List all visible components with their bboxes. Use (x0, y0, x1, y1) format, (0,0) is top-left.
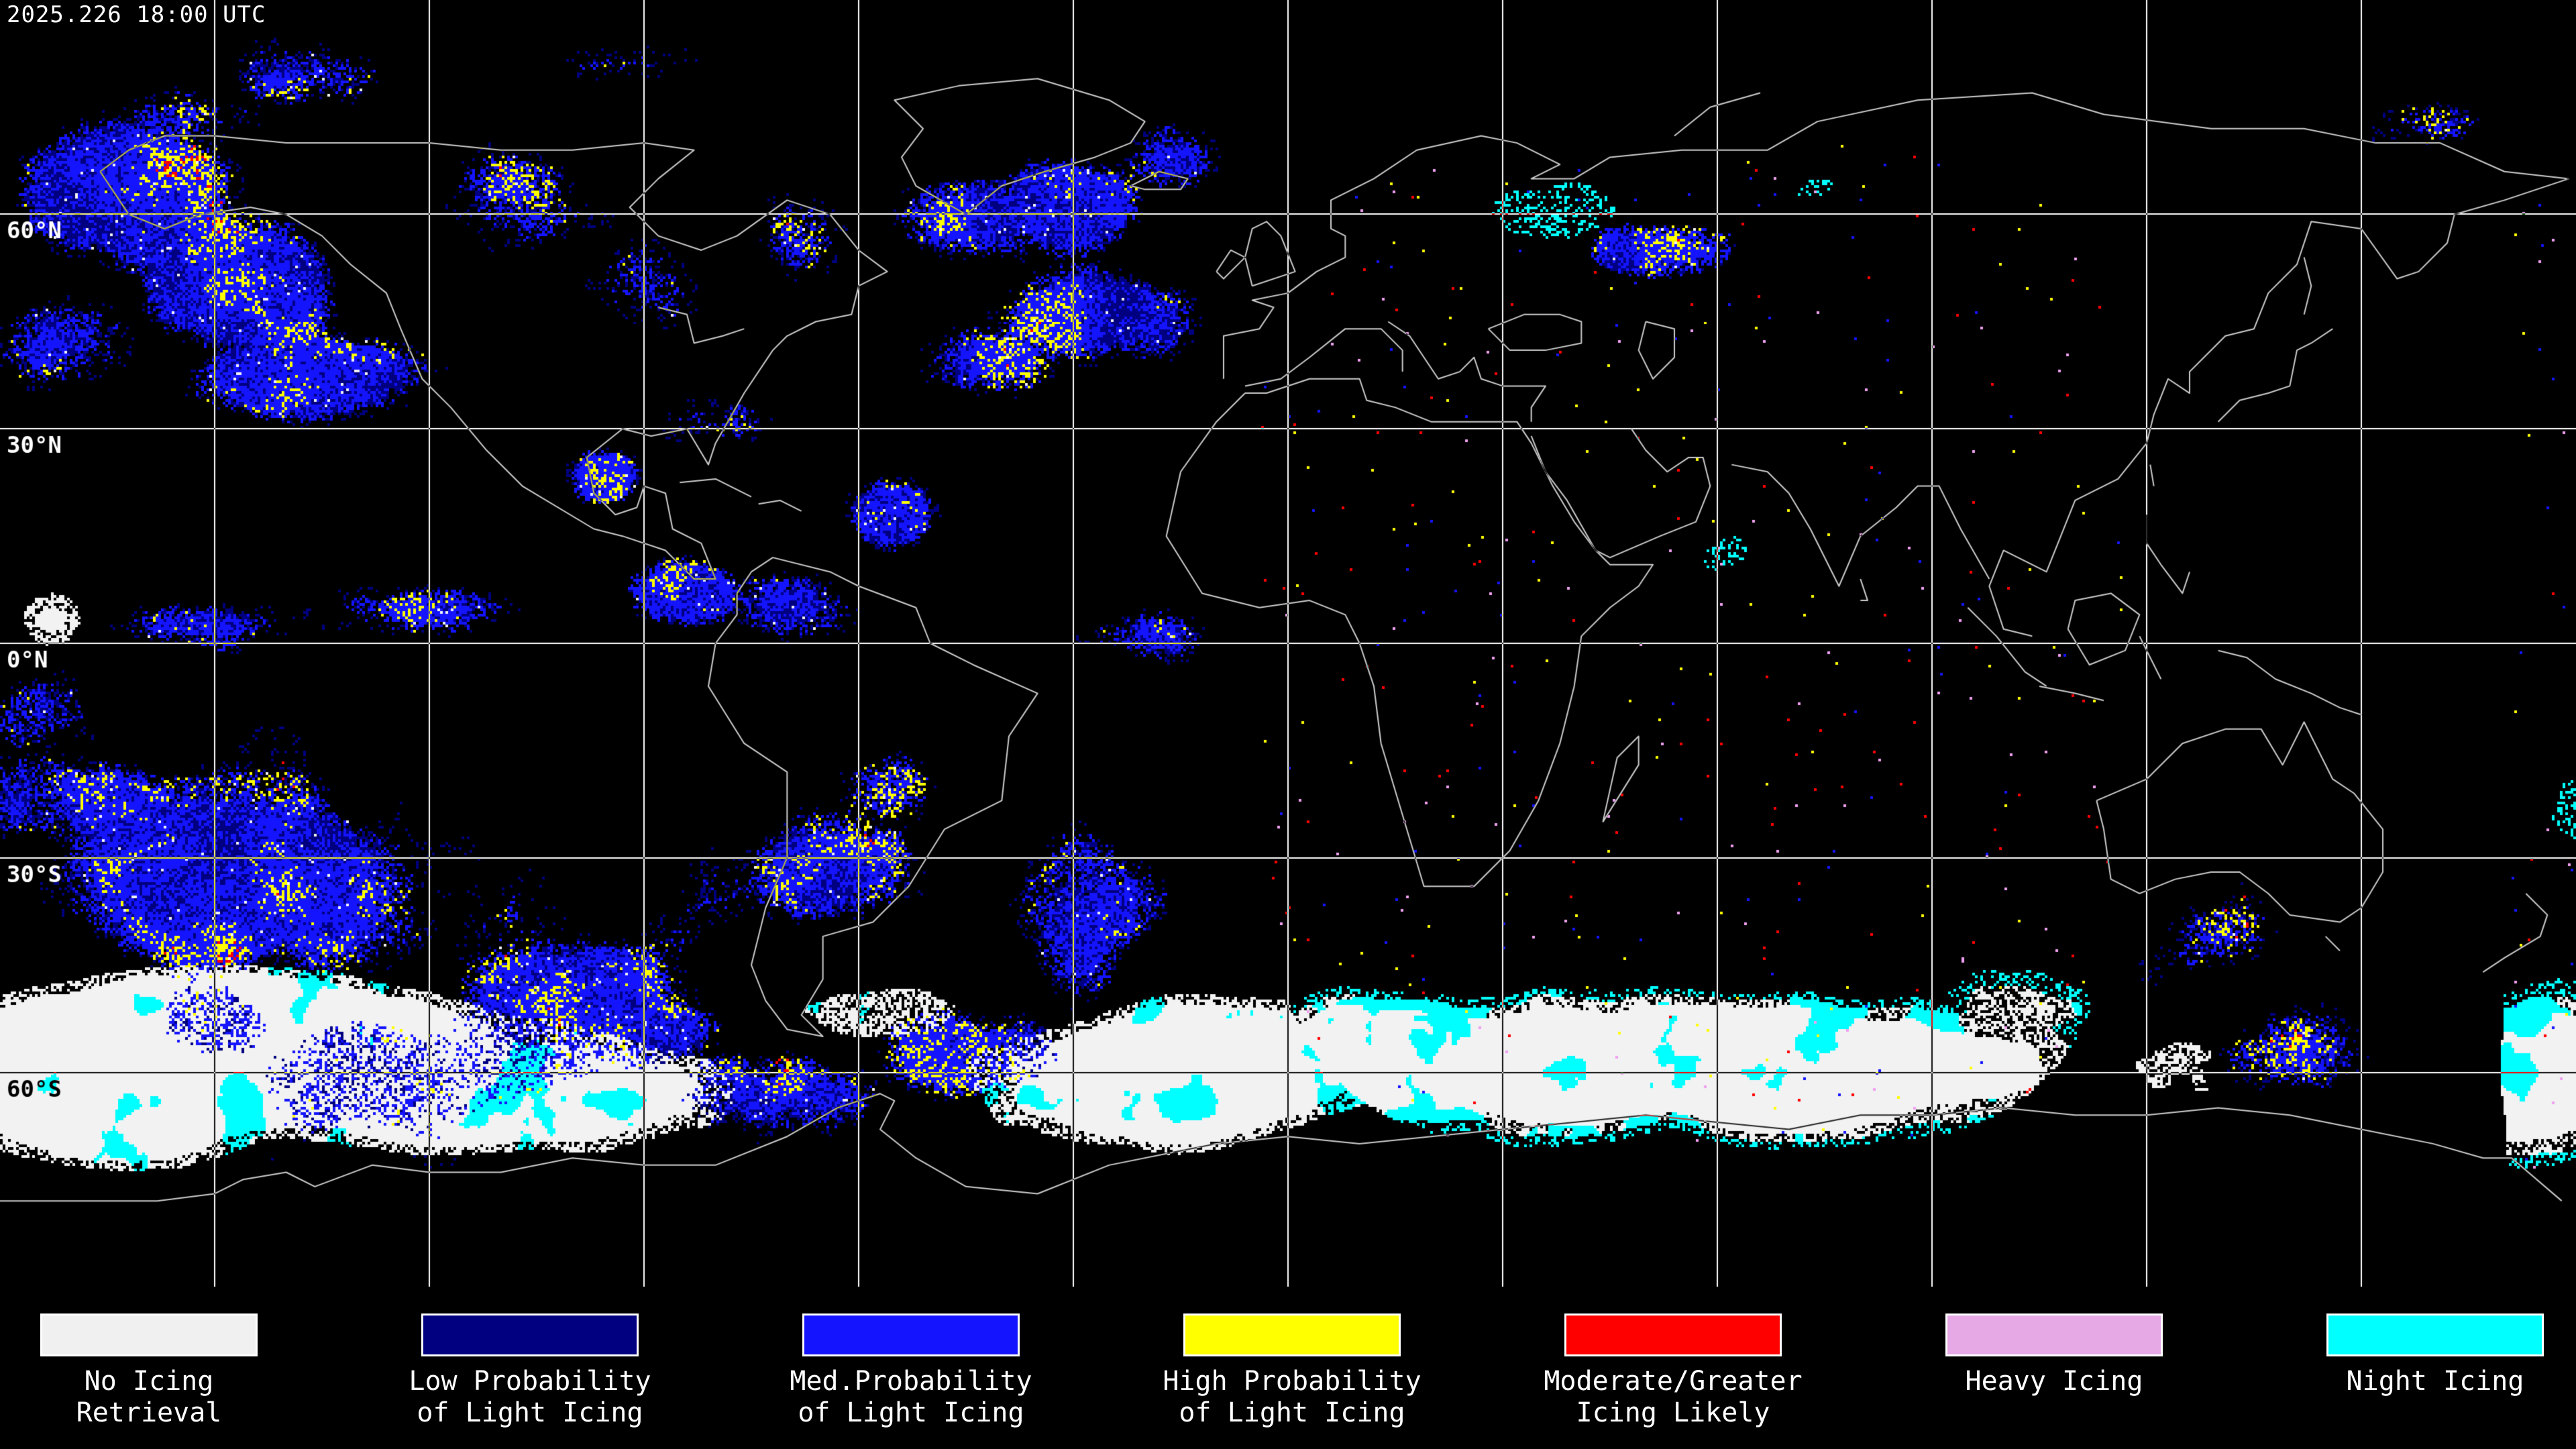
legend-swatch-moderate (1564, 1313, 1782, 1356)
legend-label: Low Probability of Light Icing (409, 1366, 651, 1428)
legend-item-heavy: Heavy Icing (1870, 1287, 2238, 1397)
legend-item-low-prob: Low Probability of Light Icing (346, 1287, 714, 1429)
legend-swatch-night (2326, 1313, 2544, 1356)
legend-item-moderate: Moderate/Greater Icing Likely (1489, 1287, 1857, 1429)
legend-label: Night Icing (2346, 1366, 2524, 1397)
legend-label: Med.Probability of Light Icing (790, 1366, 1032, 1428)
legend-swatch-low-prob (421, 1313, 639, 1356)
legend-bar: No Icing Retrieval Low Probability of Ligh… (0, 1287, 2576, 1449)
legend-item-no-icing: No Icing Retrieval (0, 1287, 333, 1429)
legend-label: High Probability of Light Icing (1163, 1366, 1421, 1428)
legend-label: Heavy Icing (1965, 1366, 2143, 1397)
legend-item-high-prob: High Probability of Light Icing (1108, 1287, 1476, 1429)
legend-swatch-no-icing (40, 1313, 258, 1356)
legend-item-night: Night Icing (2251, 1287, 2576, 1397)
legend-label: No Icing Retrieval (76, 1366, 222, 1428)
timestamp-label: 2025.226 18:00 UTC (7, 1, 266, 28)
legend-swatch-med-prob (802, 1313, 1020, 1356)
legend-label: Moderate/Greater Icing Likely (1544, 1366, 1803, 1428)
global-icing-map-canvas (0, 0, 2576, 1287)
legend-swatch-high-prob (1183, 1313, 1401, 1356)
legend-item-med-prob: Med.Probability of Light Icing (727, 1287, 1095, 1429)
legend-swatch-heavy (1945, 1313, 2163, 1356)
